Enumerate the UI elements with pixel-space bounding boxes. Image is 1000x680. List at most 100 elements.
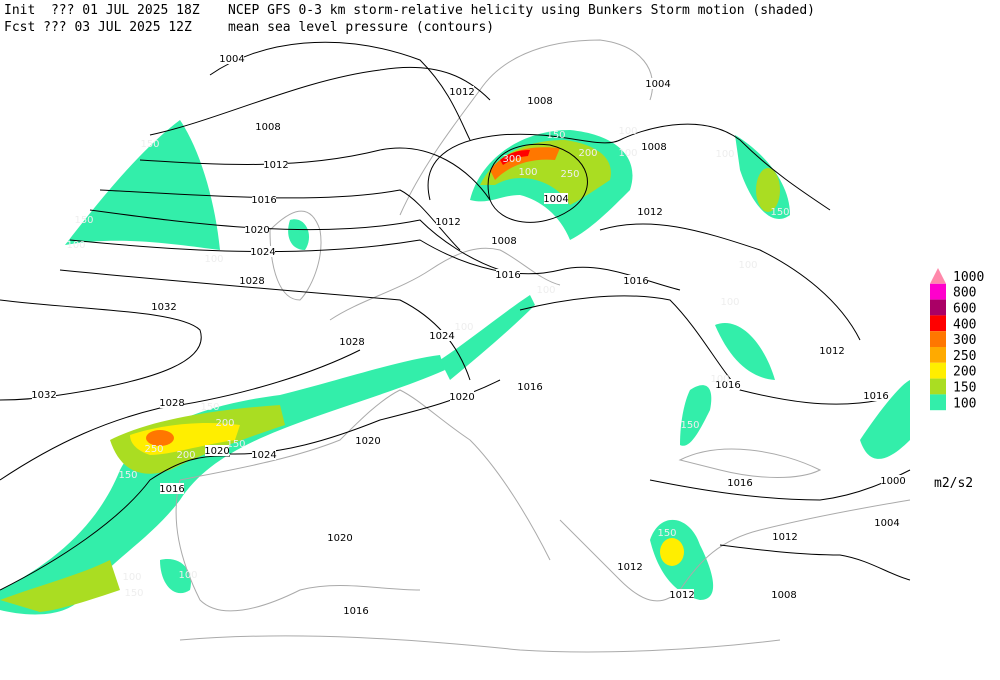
helicity-label: 150 <box>124 588 143 599</box>
label-bg <box>251 246 275 257</box>
helicity-label: 150 <box>200 402 219 413</box>
label-bg <box>528 95 552 106</box>
label-bg <box>820 345 844 356</box>
isobar-label: 1020 <box>449 392 474 403</box>
legend-swatch <box>930 268 946 284</box>
helicity-label: 100 <box>122 572 141 583</box>
helicity-label: 100 <box>618 126 637 137</box>
isobar <box>209 41 471 141</box>
label-bg <box>205 445 229 456</box>
helicity-label: 100 <box>518 167 537 178</box>
helicity-label: 100 <box>715 149 734 160</box>
shade-100 <box>288 219 310 250</box>
label-bg <box>264 159 288 170</box>
shade-100 <box>860 380 910 459</box>
helicity-label: 150 <box>226 439 245 450</box>
helicity-label: 100 <box>454 322 473 333</box>
label-bg <box>160 483 184 494</box>
label-bg <box>642 141 666 152</box>
helicity-label: 200 <box>578 148 597 159</box>
isobar-label: 1020 <box>244 225 269 236</box>
label-bg <box>716 379 740 390</box>
shade-100 <box>160 559 191 594</box>
legend-swatch <box>930 394 946 411</box>
shade-100 <box>65 120 220 250</box>
helicity-label: 250 <box>560 169 579 180</box>
label-bg <box>430 330 454 341</box>
legend-label: 800 <box>953 286 976 301</box>
isobar-label: 1012 <box>669 590 694 601</box>
isobar-label: 1012 <box>772 532 797 543</box>
label-bg <box>670 589 694 600</box>
isobar-label: 1012 <box>637 207 662 218</box>
shade-100 <box>0 355 445 615</box>
shade-300 <box>146 430 174 446</box>
label-bg <box>252 449 276 460</box>
units: m2/s2 <box>934 476 973 491</box>
label-bg <box>32 389 56 400</box>
helicity-label: 100 <box>738 260 757 271</box>
label-bg <box>875 517 899 528</box>
helicity-label: 250 <box>144 444 163 455</box>
coastline <box>269 210 322 301</box>
forecast-time: Fcst ??? 03 JUL 2025 12Z <box>4 20 192 35</box>
isobar-label: 1016 <box>251 195 276 206</box>
legend-label: 600 <box>953 302 976 317</box>
isobar <box>0 455 231 591</box>
label-bg <box>496 269 520 280</box>
isobar-label: 1016 <box>863 391 888 402</box>
isobar-label: 1016 <box>623 276 648 287</box>
label-bg <box>152 301 176 312</box>
isobar-label: 1012 <box>435 217 460 228</box>
label-bg <box>618 561 642 572</box>
header: Init ??? 01 JUL 2025 18Z Fcst ??? 03 JUL… <box>4 3 815 35</box>
label-bg <box>450 86 474 97</box>
legend-label: 200 <box>953 365 976 380</box>
helicity-label: 100 <box>710 374 729 385</box>
isobar-label: 1012 <box>819 346 844 357</box>
isobar-label: 1020 <box>204 446 229 457</box>
isobar-label: 1032 <box>151 302 176 313</box>
isobar-label: 1008 <box>771 590 796 601</box>
shade-400 <box>500 150 530 165</box>
helicity-label: 300 <box>502 154 521 165</box>
isobar-label: 1008 <box>491 236 516 247</box>
helicity-label: 200 <box>215 418 234 429</box>
isobar-label: 1016 <box>517 382 542 393</box>
shade-150 <box>756 168 780 212</box>
isobar-label: 1004 <box>645 79 670 90</box>
helicity-label: 150 <box>140 139 159 150</box>
label-bg <box>492 235 516 246</box>
label-bg <box>544 193 568 204</box>
label-bg <box>624 275 648 286</box>
legend-label: 300 <box>953 333 976 348</box>
isobar-label: 1028 <box>159 398 184 409</box>
label-bg <box>340 336 364 347</box>
label-bg <box>518 381 542 392</box>
shade-150 <box>0 560 120 612</box>
isobar <box>519 295 881 405</box>
isobar-label: 1020 <box>355 436 380 447</box>
label-bg <box>344 605 368 616</box>
helicity-shading <box>0 120 910 615</box>
isobar-label: 1028 <box>239 276 264 287</box>
isobar-label: 1016 <box>727 478 752 489</box>
isobar-label: 1024 <box>251 450 276 461</box>
coastline <box>179 635 781 653</box>
subtitle: mean sea level pressure (contours) <box>228 20 494 35</box>
isobar <box>69 239 681 291</box>
isobar-label: 1012 <box>263 160 288 171</box>
isobar-label: 1008 <box>255 122 280 133</box>
isobar-label: 1032 <box>31 390 56 401</box>
isobar <box>487 143 588 223</box>
isobar-label: 1016 <box>343 606 368 617</box>
label-bg <box>638 206 662 217</box>
isobar-label: 1028 <box>339 337 364 348</box>
label-bg <box>160 397 184 408</box>
shade-100 <box>715 323 775 380</box>
isobar-label: 1016 <box>159 484 184 495</box>
helicity-label: 100 <box>720 297 739 308</box>
label-bg <box>328 532 352 543</box>
